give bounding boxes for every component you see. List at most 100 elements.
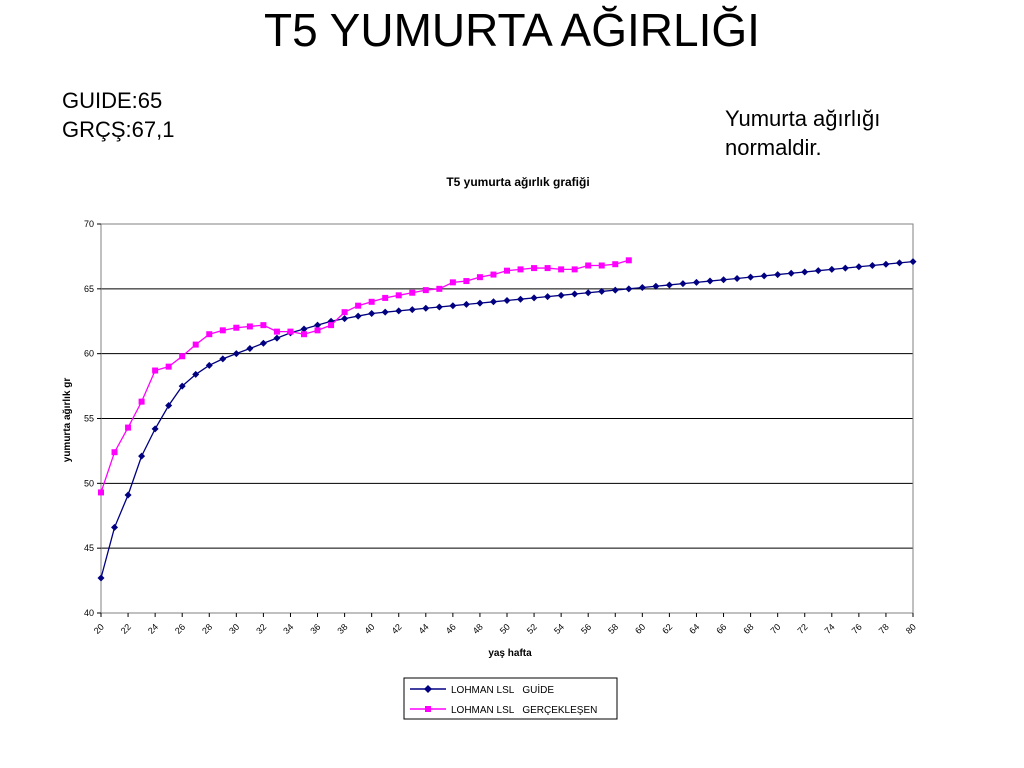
data-point — [828, 265, 836, 273]
series-2 — [98, 257, 632, 496]
x-tick-label: 58 — [606, 622, 620, 636]
data-point — [125, 424, 132, 431]
comment-line-2: normaldir. — [725, 135, 822, 160]
actual-value: GRÇŞ:67,1 — [62, 117, 175, 142]
legend-box — [403, 677, 618, 720]
data-point — [841, 264, 849, 272]
x-tick-label: 34 — [281, 622, 295, 636]
data-point — [395, 307, 403, 315]
x-tick-label: 26 — [173, 622, 187, 636]
legend-guide-label: LOHMAN LSL GUİDE — [451, 683, 554, 696]
data-point — [314, 327, 321, 334]
y-tick-label: 50 — [84, 478, 94, 488]
data-point — [612, 261, 619, 268]
data-point — [435, 303, 443, 311]
y-tick-label: 40 — [84, 608, 94, 618]
legend-guide-marker — [424, 685, 432, 693]
data-point — [558, 266, 565, 273]
y-tick-label: 65 — [84, 284, 94, 294]
x-tick-label: 52 — [525, 622, 539, 636]
data-point — [151, 425, 159, 433]
x-axis-ticks: 20 22 24 26 28 30 32 34 36 38 40 42 44 46 48 50 52 54 56 58… — [92, 613, 918, 636]
x-tick-label: 54 — [552, 622, 566, 636]
data-point — [720, 276, 728, 284]
data-point — [638, 284, 646, 292]
data-point — [98, 489, 104, 496]
x-tick-label: 66 — [714, 622, 728, 636]
x-tick-label: 20 — [92, 622, 106, 636]
data-point — [449, 302, 457, 310]
x-tick-label: 64 — [687, 622, 701, 636]
legend-actual-label: LOHMAN LSL GERÇEKLEŞEN — [451, 705, 597, 716]
data-point — [408, 306, 416, 314]
x-tick-label: 38 — [335, 622, 349, 636]
data-point — [449, 279, 456, 286]
data-point — [517, 295, 525, 303]
data-point — [787, 269, 795, 277]
data-point — [422, 304, 430, 312]
data-point — [138, 398, 145, 405]
x-tick-label: 46 — [444, 622, 458, 636]
data-point — [165, 363, 172, 370]
x-tick-label: 70 — [768, 622, 782, 636]
data-point — [192, 370, 200, 378]
data-point — [246, 323, 253, 330]
x-tick-label: 42 — [390, 622, 404, 636]
data-point — [355, 302, 362, 309]
series-layer — [97, 257, 917, 582]
x-tick-label: 76 — [850, 622, 864, 636]
x-tick-label: 74 — [823, 622, 837, 636]
data-point — [192, 341, 199, 348]
x-tick-label: 60 — [633, 622, 647, 636]
x-tick-label: 32 — [254, 622, 268, 636]
x-tick-label: 48 — [471, 622, 485, 636]
data-point — [368, 309, 376, 317]
data-point — [328, 322, 335, 329]
data-point — [611, 286, 619, 294]
data-point — [206, 331, 213, 338]
y-axis-ticks: 40 45 50 55 60 65 70 — [84, 219, 101, 618]
data-point — [179, 353, 186, 360]
legend-actual-marker — [425, 706, 431, 712]
series-line — [100, 260, 914, 579]
data-point — [219, 327, 226, 334]
data-point — [260, 322, 267, 329]
data-point — [557, 291, 565, 299]
x-tick-label: 72 — [796, 622, 810, 636]
data-point — [368, 298, 375, 305]
data-point — [273, 328, 280, 335]
data-point — [706, 277, 714, 285]
y-tick-label: 45 — [84, 543, 94, 553]
data-point — [138, 452, 146, 460]
data-point — [490, 271, 497, 278]
x-tick-label: 40 — [362, 622, 376, 636]
x-tick-label: 78 — [877, 622, 891, 636]
data-point — [868, 261, 876, 269]
data-point — [665, 281, 673, 289]
data-point — [287, 328, 294, 335]
data-point — [625, 285, 633, 293]
data-point — [733, 274, 741, 282]
data-point — [503, 297, 511, 305]
data-point — [219, 355, 227, 363]
data-point — [382, 294, 389, 301]
data-point — [476, 274, 483, 281]
x-tick-label: 36 — [308, 622, 322, 636]
data-point — [571, 290, 579, 298]
x-tick-label: 80 — [904, 622, 918, 636]
data-point — [205, 361, 213, 369]
x-tick-label: 22 — [119, 622, 133, 636]
data-point — [259, 339, 267, 347]
data-point — [489, 298, 497, 306]
data-point — [625, 257, 632, 264]
data-point — [273, 334, 281, 342]
slide-title: T5 YUMURTA AĞIRLIĞI — [264, 4, 760, 56]
x-tick-label: 44 — [417, 622, 431, 636]
data-point — [909, 258, 917, 266]
data-point — [422, 287, 429, 294]
data-point — [544, 265, 551, 272]
data-point — [436, 285, 443, 292]
data-point — [760, 272, 768, 280]
data-point — [463, 278, 470, 285]
